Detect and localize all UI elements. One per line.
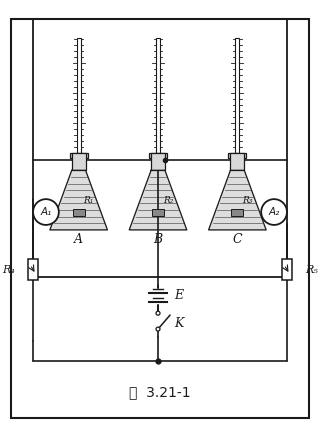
- Circle shape: [33, 199, 59, 225]
- Bar: [73, 209, 84, 216]
- Bar: [228, 152, 246, 159]
- Bar: [156, 38, 160, 152]
- Bar: [70, 152, 88, 159]
- Polygon shape: [129, 170, 187, 230]
- Bar: [28, 259, 38, 280]
- Polygon shape: [50, 170, 108, 230]
- Bar: [230, 152, 244, 170]
- Text: C: C: [233, 233, 242, 246]
- Bar: [236, 38, 239, 152]
- Circle shape: [261, 199, 287, 225]
- Text: R₅: R₅: [305, 264, 318, 275]
- Bar: [231, 209, 243, 216]
- Bar: [152, 209, 164, 216]
- Polygon shape: [209, 170, 266, 230]
- Circle shape: [156, 327, 160, 331]
- Text: A: A: [74, 233, 83, 246]
- Text: A₂: A₂: [268, 207, 280, 217]
- Text: B: B: [154, 233, 163, 246]
- Text: 图  3.21-1: 图 3.21-1: [129, 385, 191, 400]
- Bar: [77, 38, 81, 152]
- Bar: [33, 19, 287, 276]
- Text: R₁: R₁: [84, 196, 94, 205]
- Text: A₁: A₁: [40, 207, 52, 217]
- Bar: [72, 152, 86, 170]
- Bar: [149, 152, 167, 159]
- Text: R₂: R₂: [163, 196, 173, 205]
- Text: E: E: [174, 289, 183, 302]
- Circle shape: [156, 311, 160, 315]
- Bar: [282, 259, 292, 280]
- Text: K: K: [174, 317, 183, 330]
- Text: R₄: R₄: [2, 264, 15, 275]
- Text: R₃: R₃: [242, 196, 252, 205]
- Bar: [151, 152, 165, 170]
